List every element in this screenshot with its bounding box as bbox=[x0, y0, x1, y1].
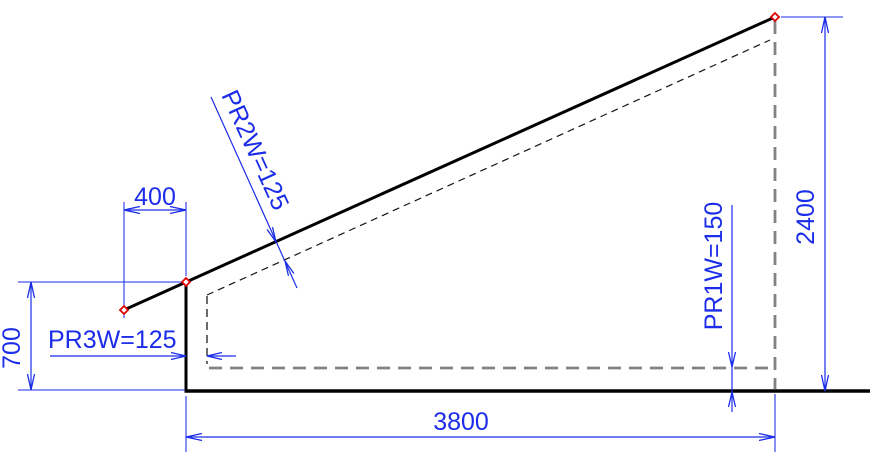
dimension-label: PR1W=150 bbox=[700, 202, 728, 331]
dimension-label: 3800 bbox=[433, 408, 489, 436]
dim-overhang-400: 400 bbox=[123, 183, 187, 318]
dimension-line bbox=[210, 96, 298, 289]
dimension-label: 400 bbox=[134, 183, 176, 211]
arrowhead-up-icon bbox=[727, 391, 737, 408]
arrowhead-left-icon bbox=[206, 351, 223, 361]
roof-inner-hidden-line bbox=[206, 39, 771, 296]
dim-purlin3-width: PR3W=125 bbox=[48, 326, 236, 361]
arrowhead-down-right-icon bbox=[266, 226, 277, 243]
dim-left-height-700: 700 bbox=[0, 281, 185, 391]
hidden-frame-lines bbox=[206, 21, 777, 389]
dim-purlin1-width: PR1W=150 bbox=[700, 202, 737, 412]
structure-outline bbox=[123, 15, 870, 393]
node-markers bbox=[118, 11, 781, 316]
dimension-label: 2400 bbox=[792, 189, 820, 245]
arrowhead-up-icon bbox=[26, 281, 36, 299]
arrowhead-up-left-icon bbox=[284, 260, 295, 277]
node-marker-ridge bbox=[769, 11, 781, 23]
dimension-label: 700 bbox=[0, 327, 26, 369]
arrowhead-left-icon bbox=[185, 432, 203, 442]
node-marker-wall-top bbox=[180, 276, 192, 288]
dim-base-span-3800: 3800 bbox=[185, 394, 776, 452]
node-marker-roof-end bbox=[118, 304, 130, 316]
arrowhead-right-icon bbox=[170, 351, 187, 361]
arrowhead-right-icon bbox=[758, 432, 776, 442]
arrowhead-left-icon bbox=[123, 205, 141, 215]
arrowhead-down-icon bbox=[820, 374, 830, 392]
arrowhead-down-icon bbox=[727, 351, 737, 368]
dim-purlin2-width: PR2W=125 bbox=[210, 86, 298, 289]
arrowhead-right-icon bbox=[169, 205, 187, 215]
dimension-label: PR3W=125 bbox=[48, 326, 177, 354]
arrowhead-down-icon bbox=[26, 373, 36, 391]
arrowhead-up-icon bbox=[820, 16, 830, 34]
dim-right-height-2400: 2400 bbox=[781, 16, 843, 392]
roof-slope-line bbox=[123, 15, 776, 312]
